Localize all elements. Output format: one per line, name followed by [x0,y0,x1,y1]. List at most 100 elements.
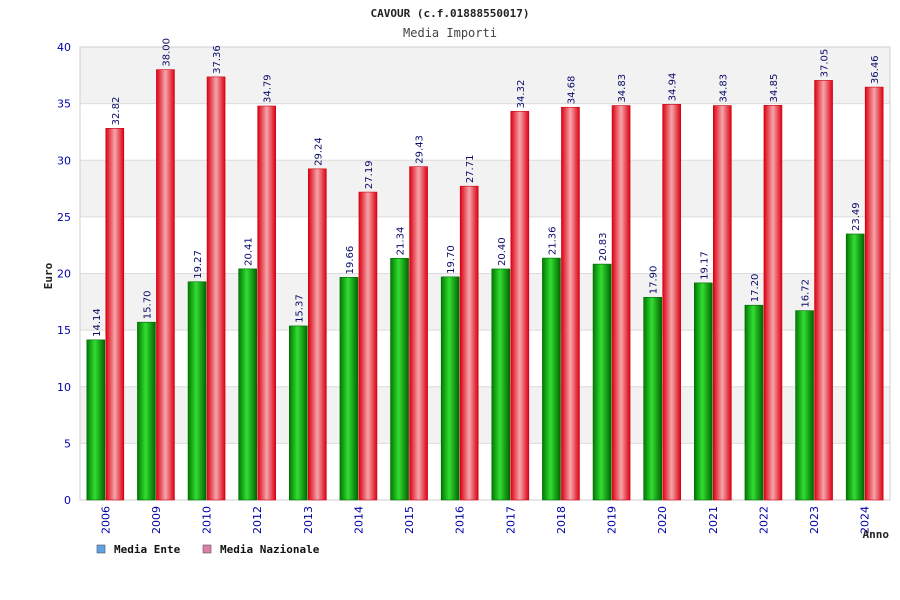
bar-media-ente [795,310,814,501]
data-label-media-ente: 20.83 [598,232,609,261]
data-label-media-ente: 20.40 [497,237,508,266]
x-tick-label: 2006 [99,506,112,534]
x-tick-label: 2018 [555,506,568,534]
y-tick-label: 35 [57,98,71,111]
y-tick-label: 0 [64,494,71,507]
data-label-media-ente: 15.70 [142,291,153,320]
data-label-media-nazionale: 34.83 [617,74,628,103]
bar-media-nazionale [611,105,631,501]
data-label-media-ente: 20.41 [244,237,255,266]
x-tick-label: 2009 [150,506,163,534]
data-label-media-ente: 19.66 [345,246,356,275]
bar-media-ente [339,277,359,501]
x-tick-label: 2024 [859,506,872,534]
data-label-media-ente: 14.14 [92,308,103,337]
bar-media-nazionale [409,166,428,501]
data-label-media-ente: 17.90 [649,266,660,295]
data-label-media-ente: 19.17 [699,251,710,280]
x-tick-label: 2016 [454,506,467,534]
data-label-media-nazionale: 37.05 [820,49,831,78]
data-label-media-nazionale: 34.68 [566,76,577,105]
y-tick-label: 25 [57,211,71,224]
bar-media-ente [592,263,612,501]
data-label-media-nazionale: 34.79 [263,74,274,103]
bar-media-ente [440,276,460,501]
x-axis: 2006 2009 2010 2012 2013 2014 2015 2016 2017 2018… [99,506,871,534]
data-label-media-nazionale: 29.24 [313,137,324,166]
y-axis: 0 5 10 15 20 25 30 35 40 [57,41,71,507]
bar-media-nazionale [358,191,378,501]
x-tick-label: 2014 [352,506,365,534]
data-label-media-nazionale: 27.71 [465,155,476,184]
legend: Media Ente Media Nazionale [96,543,320,556]
bar-media-nazionale [864,86,884,501]
x-tick-label: 2015 [403,506,416,534]
bar-media-ente [238,268,257,501]
data-label-media-nazionale: 29.43 [415,135,426,164]
data-label-media-ente: 17.20 [750,274,761,303]
bar-media-nazionale [105,128,125,501]
x-tick-label: 2021 [707,506,720,534]
data-label-media-nazionale: 34.85 [769,74,780,103]
y-tick-label: 20 [57,268,71,281]
bar-media-nazionale [713,105,732,501]
bar-media-ente [744,304,764,501]
bar-media-ente [86,339,106,501]
legend-swatch-media-ente [96,544,106,554]
bar-media-nazionale [206,76,226,501]
data-label-media-nazionale: 27.19 [364,160,375,189]
legend-label-media-ente: Media Ente [114,543,181,556]
bar-media-ente [390,258,409,501]
x-tick-label: 2017 [504,506,517,534]
bar-media-nazionale [459,185,479,501]
x-tick-label: 2023 [808,506,821,534]
plot-border [79,46,891,501]
legend-label-media-nazionale: Media Nazionale [220,543,320,556]
x-axis-label: Anno [863,528,890,541]
x-tick-label: 2019 [606,506,619,534]
y-tick-label: 30 [57,154,71,167]
bar-media-ente [643,296,662,501]
data-label-media-nazionale: 36.46 [870,55,881,84]
bar-media-nazionale [510,111,530,501]
legend-swatch-media-nazionale [202,544,212,554]
bars: 14.14 32.82 15.70 38.00 19.27 37.36 20.41 34.79… [86,38,884,501]
x-tick-label: 2020 [656,506,669,534]
bar-media-nazionale [662,104,681,501]
data-label-media-ente: 15.37 [294,294,305,323]
y-tick-label: 10 [57,381,71,394]
bar-media-nazionale [308,168,327,501]
data-label-media-nazionale: 34.94 [668,73,679,102]
bar-media-nazionale [763,105,783,501]
data-label-media-nazionale: 34.32 [516,80,527,109]
bar-media-ente [694,282,713,501]
x-tick-label: 2022 [757,506,770,534]
bar-media-nazionale [156,69,175,501]
bar-media-ente [491,268,511,501]
x-tick-label: 2012 [251,506,264,534]
x-tick-label: 2013 [302,506,315,534]
bar-media-ente [845,233,865,501]
data-label-media-nazionale: 32.82 [111,97,122,126]
bar-media-ente [187,281,207,501]
data-label-media-nazionale: 38.00 [161,38,172,67]
bar-media-ente [289,325,308,501]
y-axis-label: Euro [42,262,55,289]
x-tick-label: 2010 [201,506,214,534]
y-tick-label: 5 [64,437,71,450]
data-label-media-nazionale: 37.36 [212,45,223,74]
bar-media-nazionale [561,106,580,501]
bar-media-nazionale [814,80,833,501]
y-tick-label: 15 [57,324,71,337]
data-label-media-ente: 19.70 [446,245,457,274]
bar-media-ente [542,257,561,501]
data-label-media-ente: 21.34 [396,227,407,256]
data-label-media-ente: 19.27 [193,250,204,279]
bar-media-ente [137,321,156,501]
chart-subtitle: Media Importi [403,26,497,40]
bar-media-nazionale [257,105,276,501]
data-label-media-nazionale: 34.83 [718,74,729,103]
data-label-media-ente: 16.72 [801,279,812,308]
data-label-media-ente: 21.36 [547,226,558,255]
